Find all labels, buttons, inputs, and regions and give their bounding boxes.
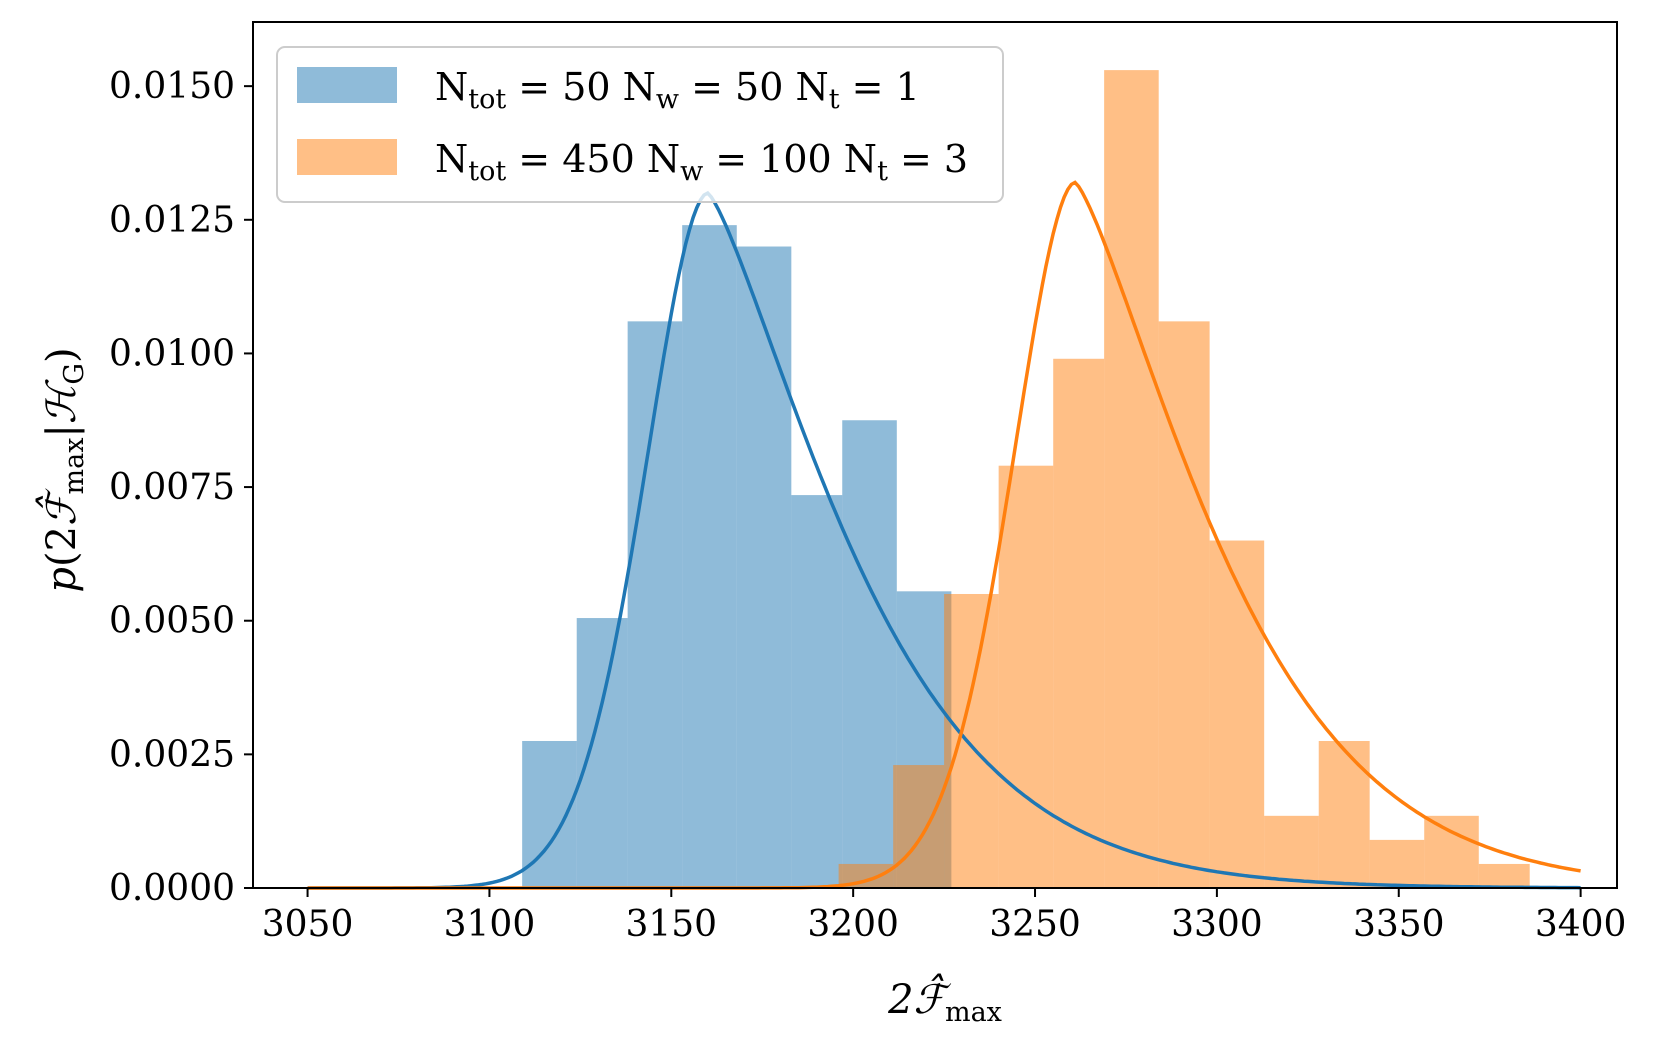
y-tick-label: 0.0100	[109, 333, 235, 374]
legend-entry-orange: Ntot = 450 Nw = 100 Nt = 3	[435, 137, 968, 187]
y-tick-label: 0.0025	[109, 734, 235, 775]
histogram-bar-orange	[1104, 70, 1159, 889]
legend-box	[276, 46, 1004, 203]
legend-swatch-blue	[297, 67, 397, 103]
y-tick-label: 0.0050	[109, 601, 235, 642]
x-tick-label: 3300	[1171, 904, 1263, 945]
x-tick-label: 3100	[444, 904, 536, 945]
histogram-bars	[522, 70, 1530, 889]
histogram-bar-orange	[1478, 863, 1530, 888]
svg-text:p(2ℱ̂max|ℋG): p(2ℱ̂max|ℋG)	[36, 347, 90, 592]
legend-entry-blue: Ntot = 50 Nw = 50 Nt = 1	[435, 65, 920, 115]
legend-swatch-orange	[297, 139, 397, 175]
histogram-bar-blue	[576, 618, 628, 888]
x-axis-label: 2ℱ̂max	[887, 974, 1002, 1028]
y-tick-label: 0.0150	[109, 66, 235, 107]
histogram-bar-blue	[736, 246, 792, 888]
x-tick-label: 3400	[1535, 904, 1627, 945]
y-tick-label: 0.0075	[109, 467, 235, 508]
density-curve-blue	[307, 190, 1581, 890]
x-tick-label: 3200	[807, 904, 899, 945]
y-axis-ticks: 0.0000 0.0025 0.0050 0.0075 0.0100 0.0125 0.01…	[109, 66, 253, 909]
histogram-bar-orange	[1424, 815, 1479, 888]
histogram-bar-orange	[1209, 540, 1265, 888]
histogram-bar-orange	[998, 465, 1054, 888]
histogram-bar-orange	[1369, 839, 1425, 888]
histogram-bar-orange	[893, 765, 945, 888]
plot-frame	[252, 21, 1618, 889]
x-axis-ticks: 3050 3100 3150 3200 3250 3300 3350 3400	[262, 888, 1627, 945]
histogram-bar-blue	[682, 225, 737, 888]
x-tick-label: 3250	[989, 904, 1081, 945]
x-tick-label: 3150	[625, 904, 717, 945]
histogram-bar-orange	[944, 593, 999, 888]
y-tick-label: 0.0125	[109, 200, 235, 241]
x-tick-label: 3350	[1353, 904, 1445, 945]
x-tick-label: 3050	[262, 904, 354, 945]
histogram-bar-orange	[1158, 321, 1210, 888]
histogram-bar-orange	[1264, 815, 1319, 888]
legend: Ntot = 50 Nw = 50 Nt = 1 Ntot = 450 Nw =…	[276, 46, 1004, 203]
histogram-bar-orange	[1318, 740, 1370, 888]
histogram-bar-blue	[842, 420, 897, 888]
histogram-bar-blue	[791, 495, 843, 888]
y-tick-label: 0.0000	[109, 868, 235, 909]
y-axis-label: p(2ℱ̂max|ℋG)	[36, 347, 90, 592]
histogram-bar-orange	[1053, 358, 1105, 888]
